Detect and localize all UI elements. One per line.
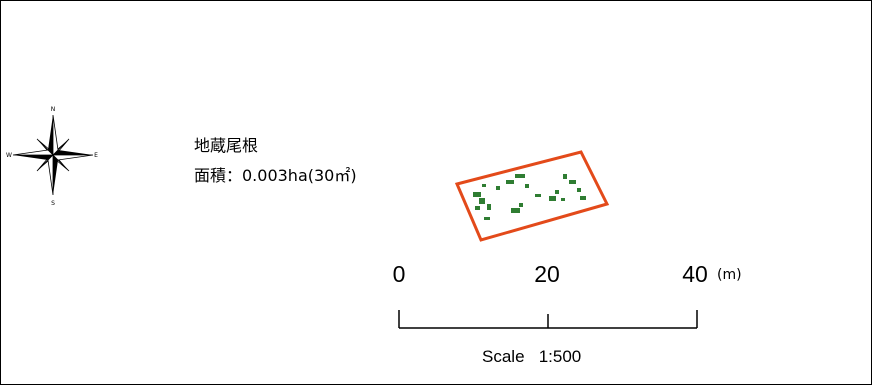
scale-unit: (m) bbox=[717, 267, 742, 283]
scale-caption: Scale 1:500 bbox=[482, 347, 581, 367]
vegetation-patches bbox=[473, 174, 586, 220]
scale-bar bbox=[398, 310, 698, 329]
compass-west-label: W bbox=[6, 152, 12, 159]
scale-ratio: 1:500 bbox=[538, 347, 582, 366]
compass-south-label: S bbox=[51, 200, 55, 207]
compass-east-label: E bbox=[94, 152, 98, 159]
compass-north-label: N bbox=[51, 106, 56, 113]
scale-tick-0: 0 bbox=[392, 261, 406, 287]
plot-polygon bbox=[454, 150, 610, 242]
site-name: 地蔵尾根 bbox=[194, 136, 259, 155]
scale-label: Scale bbox=[482, 347, 525, 366]
plot-outline bbox=[454, 150, 610, 242]
compass-rose-icon: N S E W bbox=[6, 106, 98, 207]
scale-tick-20: 20 bbox=[534, 261, 560, 287]
scale-tick-40: 40 bbox=[682, 261, 708, 287]
site-area: 面積：0.003ha(30㎡) bbox=[194, 166, 357, 185]
